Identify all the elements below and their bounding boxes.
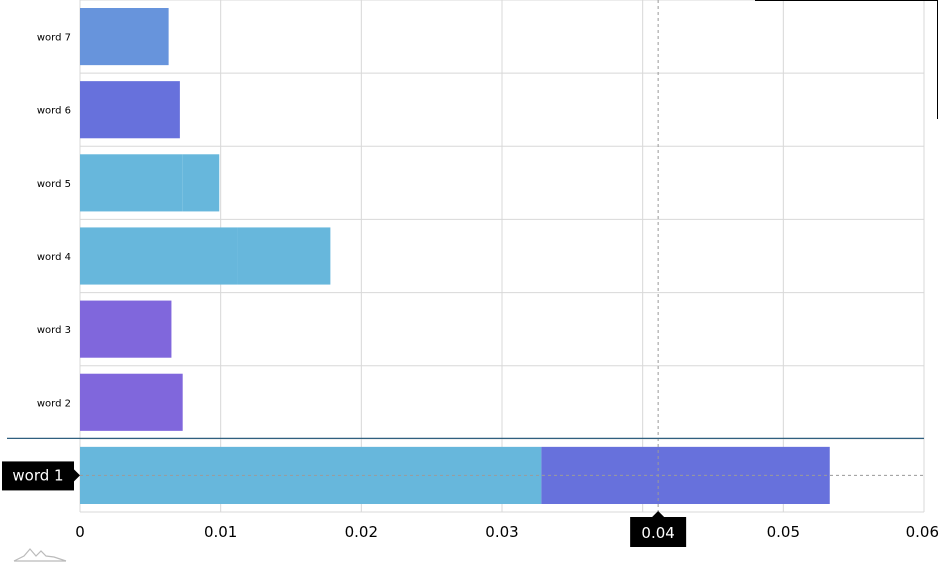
category-label: word 2	[37, 398, 71, 409]
x-tick-label: 0.02	[345, 523, 378, 541]
corner-frame	[755, 0, 938, 119]
x-tick-label: 0.03	[485, 523, 518, 541]
x-tick-label: 0.05	[767, 523, 800, 541]
bar-segment[interactable]	[182, 154, 220, 212]
category-label: word 6	[37, 106, 71, 117]
chart-cursor: word 1 0.04	[2, 0, 938, 547]
category-tooltip-pointer	[74, 469, 80, 482]
x-value-tooltip	[630, 517, 687, 547]
x-tick-label: 0	[75, 523, 85, 541]
bar-segment[interactable]	[541, 446, 830, 504]
x-value-tooltip-pointer	[652, 511, 665, 517]
bars	[80, 8, 830, 504]
bar-segment[interactable]	[80, 373, 183, 431]
x-axis: 0 0.01 0.02 0.03 0.05 0.06	[75, 523, 939, 541]
bar-segment[interactable]	[237, 227, 331, 285]
category-label: word 4	[37, 252, 71, 263]
category-label: word 3	[37, 325, 71, 336]
grid	[79, 0, 925, 513]
bar-segment[interactable]	[80, 8, 169, 66]
x-tick-label: 0.06	[906, 523, 939, 541]
category-label: word 5	[37, 179, 71, 190]
category-labels: word 2 word 3 word 4 word 5 word 6 word 7	[37, 33, 71, 410]
chart-logo-icon	[13, 548, 67, 562]
bar-segment[interactable]	[80, 154, 183, 212]
category-label: word 7	[37, 33, 71, 44]
x-tick-label: 0.01	[204, 523, 237, 541]
bar-segment[interactable]	[80, 300, 172, 358]
category-tooltip	[2, 461, 74, 491]
bar-segment[interactable]	[80, 227, 238, 285]
category-tooltip-text: word 1	[12, 466, 63, 484]
x-value-tooltip-text: 0.04	[641, 524, 674, 542]
bar-segment[interactable]	[80, 81, 180, 139]
